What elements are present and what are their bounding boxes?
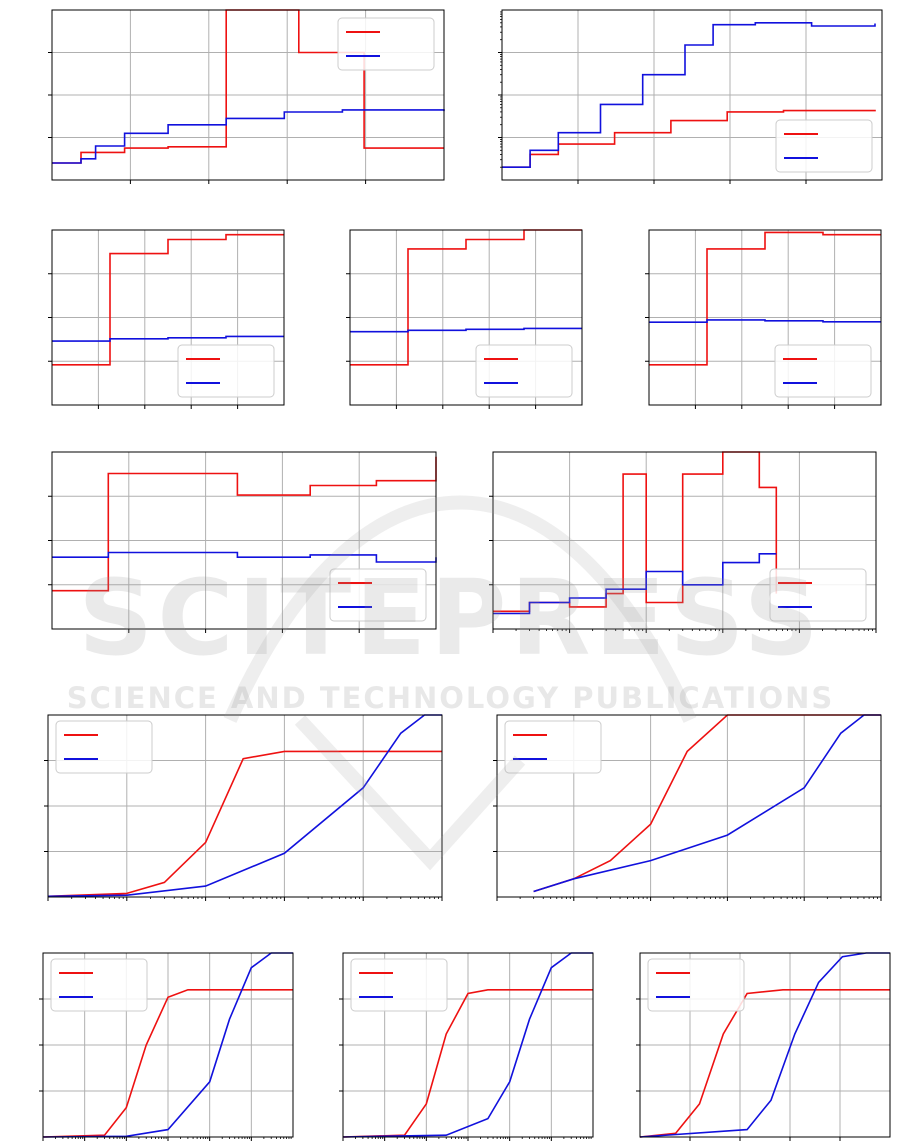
chart-panel-9 [493, 714, 882, 901]
legend [50, 958, 148, 1012]
plot-frame [648, 229, 882, 406]
legend [775, 119, 873, 173]
plot-frame [42, 952, 294, 1138]
ticks [636, 998, 841, 1141]
series-line-blue [342, 952, 593, 1138]
series-line-red [52, 456, 437, 592]
series-line-red [52, 233, 284, 366]
legend-box [475, 344, 573, 398]
chart-panel-10 [39, 952, 294, 1141]
ticks [498, 11, 807, 184]
series-line-red [493, 451, 778, 613]
series-line-blue [502, 22, 876, 168]
ticks [339, 998, 592, 1141]
ticks [346, 273, 537, 409]
chart-panel-1 [48, 9, 445, 184]
legend [774, 344, 872, 398]
legend [55, 720, 153, 774]
series-line-red [350, 229, 582, 366]
series-line-blue [493, 553, 777, 615]
ticks [44, 760, 443, 901]
chart-panel-5 [645, 229, 882, 409]
plot-frame [496, 714, 882, 898]
ticks [645, 273, 836, 409]
grid [649, 230, 881, 405]
legend [769, 568, 867, 622]
legend-box [775, 119, 873, 173]
legend [177, 344, 275, 398]
legend-box [55, 720, 153, 774]
legend [475, 344, 573, 398]
legend-box [504, 720, 602, 774]
series-line-red [649, 231, 881, 366]
legend-box [329, 568, 427, 622]
chart-panel-12 [636, 952, 891, 1141]
plot-frame [639, 952, 891, 1138]
chart-panel-6 [48, 451, 437, 633]
chart-panel-7 [489, 451, 877, 633]
plot-frame [501, 9, 883, 181]
series-line-blue [350, 327, 582, 333]
plot-frame [51, 229, 285, 406]
series-line-red [502, 109, 876, 168]
plot-frame [492, 451, 877, 630]
series-line-red [639, 989, 890, 1138]
series-line-blue [52, 551, 437, 563]
legend-box [647, 958, 745, 1012]
ticks [48, 495, 360, 633]
legend-box [50, 958, 148, 1012]
series-line-red [42, 989, 293, 1138]
legend [337, 17, 435, 71]
plot-frame [51, 9, 445, 181]
plot-frame [47, 714, 443, 898]
series-line-blue [52, 335, 284, 342]
ticks [48, 52, 367, 184]
ticks [39, 998, 292, 1141]
series-line-blue [42, 952, 293, 1138]
legend [329, 568, 427, 622]
series-line-blue [649, 319, 881, 323]
legend [504, 720, 602, 774]
series-line-blue [52, 109, 445, 164]
legend-box [774, 344, 872, 398]
legend [350, 958, 448, 1012]
legend-box [337, 17, 435, 71]
legend-box [177, 344, 275, 398]
chart-panel-11 [339, 952, 594, 1141]
legend-box [350, 958, 448, 1012]
legend [647, 958, 745, 1012]
chart-panel-4 [346, 229, 583, 409]
series-line-blue [533, 714, 881, 893]
plot-frame [349, 229, 583, 406]
series-line-red [47, 750, 442, 898]
series-line-blue [47, 714, 442, 898]
ticks [493, 760, 882, 901]
plot-frame [342, 952, 594, 1138]
chart-panel-2 [498, 9, 883, 184]
chart-panel-8 [44, 714, 443, 901]
legend-box [769, 568, 867, 622]
ticks [48, 273, 239, 409]
chart-panel-3 [48, 229, 285, 409]
series-line-blue [639, 952, 890, 1138]
plot-frame [51, 451, 437, 630]
